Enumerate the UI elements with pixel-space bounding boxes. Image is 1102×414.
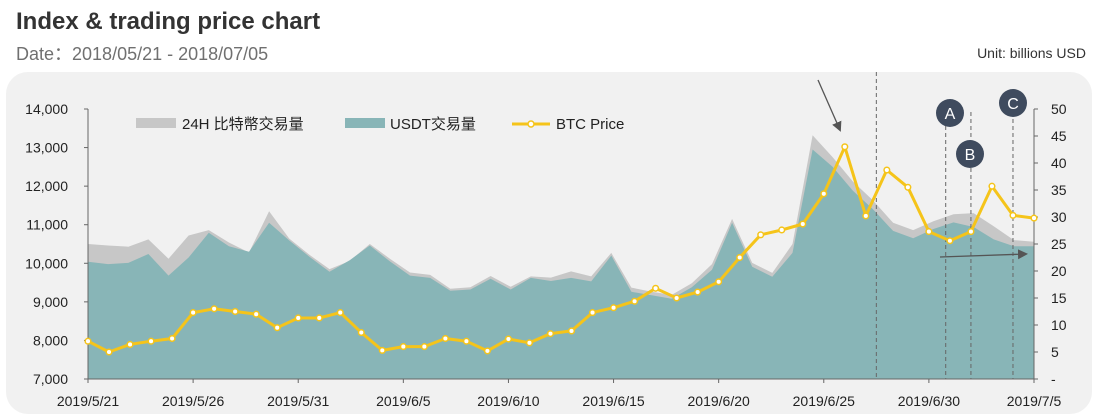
btc-price-point <box>483 347 491 355</box>
btc-price-point <box>778 226 786 234</box>
btc-price-point <box>504 335 512 343</box>
btc-price-point <box>757 231 765 239</box>
btc-price-point <box>168 334 176 343</box>
btc-price-point <box>357 329 365 337</box>
btc-price-point <box>273 324 281 332</box>
marker-c-circle <box>999 89 1027 117</box>
btc-price-point <box>105 348 113 356</box>
legend-label-usdt: USDT交易量 <box>390 115 476 133</box>
btc-price-point <box>946 237 954 245</box>
btc-price-point <box>420 343 428 351</box>
y-left-tick-label: 12,000 <box>25 178 68 194</box>
y-right-tick-label: 20 <box>1051 263 1067 279</box>
y-left-tick-label: 7,000 <box>33 371 68 387</box>
btc-price-point <box>84 337 92 345</box>
x-tick-label: 2019/7/5 <box>1007 393 1062 409</box>
chart-title: Index & trading price chart <box>16 8 321 35</box>
btc-price-point <box>904 183 912 191</box>
btc-price-point <box>715 278 723 286</box>
btc-price-point <box>883 166 891 174</box>
x-tick-label: 2019/6/10 <box>477 393 539 409</box>
annotation-arrow-right <box>939 249 1028 260</box>
y-right-tick-label: 30 <box>1051 209 1067 225</box>
btc-price-point <box>673 294 681 302</box>
btc-price-point <box>862 212 870 220</box>
btc-price-point <box>525 339 534 347</box>
legend-point-btc <box>527 120 535 128</box>
x-tick-label: 2019/6/15 <box>582 393 644 409</box>
btc-price-point <box>588 309 597 317</box>
btc-price-point <box>546 330 555 338</box>
btc-price-point <box>799 220 807 228</box>
x-tick-label: 2019/5/26 <box>162 393 224 409</box>
y-left-tick-label: 14,000 <box>25 101 68 117</box>
btc-price-point <box>925 228 933 236</box>
btc-price-point <box>441 334 449 343</box>
btc-price-point <box>1009 211 1017 219</box>
x-tick-label: 2019/6/5 <box>376 393 431 409</box>
y-right-tick-label: - <box>1051 371 1056 387</box>
y-right-tick-label: 15 <box>1051 290 1067 306</box>
x-tick-label: 2019/6/30 <box>898 393 960 409</box>
btc-price-point <box>252 310 260 318</box>
y-left-tick-label: 10,000 <box>25 255 68 271</box>
legend-label-btc: BTC Price <box>556 116 624 133</box>
y-left-tick-label: 11,000 <box>26 217 68 233</box>
unit-label: Unit: billions USD <box>977 45 1086 61</box>
btc-price-point <box>126 340 134 348</box>
btc-price-point <box>231 307 239 316</box>
btc-price-point <box>210 305 218 313</box>
chart-header: Index & trading price chart Date：2018/05… <box>16 8 320 66</box>
btc-price-point <box>336 309 344 317</box>
btc-price-point <box>399 343 407 351</box>
y-left-tick-label: 8,000 <box>33 332 68 348</box>
btc-price-point <box>462 337 470 345</box>
marker-b-label: B <box>965 147 976 164</box>
btc-price-point <box>147 337 155 345</box>
y-left-tick-label: 9,000 <box>33 294 68 310</box>
marker-b-circle <box>956 140 984 168</box>
x-tick-label: 2019/5/21 <box>57 393 119 409</box>
y-right-tick-label: 25 <box>1051 236 1067 252</box>
y-right-tick-label: 35 <box>1051 182 1067 198</box>
marker-c-label: C <box>1007 96 1019 113</box>
x-tick-label: 2019/6/20 <box>688 393 750 409</box>
btc-price-point <box>294 314 302 322</box>
y-right-tick-label: 40 <box>1051 155 1067 171</box>
marker-a-label: A <box>945 106 956 123</box>
annotation-arrow-peak <box>817 79 842 132</box>
btc-price-point <box>189 309 197 317</box>
y-left-tick-label: 13,000 <box>25 140 68 156</box>
btc-price-point <box>315 314 323 322</box>
x-tick-label: 2019/5/31 <box>267 393 329 409</box>
legend-swatch-usdt <box>345 118 385 128</box>
area-usdt-volume <box>88 149 1034 379</box>
btc-price-point <box>820 190 828 198</box>
y-right-tick-label: 5 <box>1051 344 1059 360</box>
btc-price-point <box>610 304 618 312</box>
btc-price-point <box>567 327 576 335</box>
btc-price-point <box>378 346 386 354</box>
legend-swatch-24h <box>136 118 176 128</box>
x-tick-label: 2019/6/25 <box>793 393 855 409</box>
btc-price-point <box>694 288 702 296</box>
date-range: Date：2018/05/21 - 2018/07/05 <box>16 44 269 64</box>
btc-price-point <box>736 253 744 262</box>
btc-price-point <box>841 143 849 151</box>
btc-price-point <box>631 297 639 305</box>
btc-price-point <box>988 182 996 190</box>
btc-price-point <box>967 228 975 236</box>
btc-price-point <box>1030 214 1038 222</box>
btc-price-point <box>652 284 660 292</box>
y-right-tick-label: 45 <box>1051 128 1067 144</box>
legend-label-24h: 24H 比特幣交易量 <box>182 115 304 133</box>
y-right-tick-label: 10 <box>1051 317 1067 333</box>
btc-price-line <box>87 145 1035 354</box>
marker-a-circle <box>936 99 964 127</box>
y-right-tick-label: 50 <box>1051 101 1067 117</box>
